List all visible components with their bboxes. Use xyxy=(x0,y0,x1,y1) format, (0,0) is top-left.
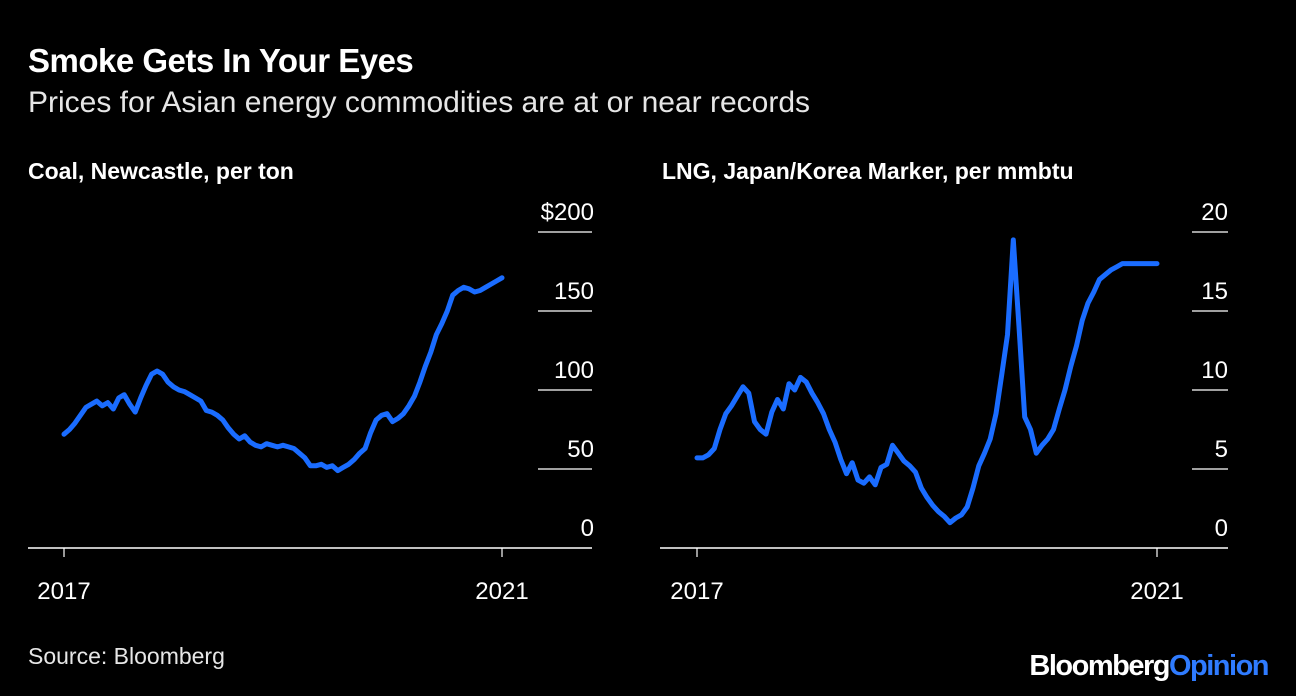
lng-panel-title: LNG, Japan/Korea Marker, per mmbtu xyxy=(662,158,1074,184)
chart-title: Smoke Gets In Your Eyes xyxy=(28,42,414,79)
coal-price-line xyxy=(61,275,505,474)
lng-y-tick-label: 5 xyxy=(1215,436,1228,463)
coal-x-tick-label: 2021 xyxy=(475,578,528,605)
coal-y-tick-label: 150 xyxy=(554,278,594,305)
lng-y-tick-label: 20 xyxy=(1201,199,1228,226)
chart-subtitle: Prices for Asian energy commodities are … xyxy=(28,86,811,119)
source-note: Source: Bloomberg xyxy=(28,643,225,669)
coal-y-tick-label: $200 xyxy=(541,199,594,226)
brand-logo: BloombergOpinion xyxy=(1029,650,1270,683)
lng-y-tick-label: 15 xyxy=(1201,278,1228,305)
brand-accent: Opinion xyxy=(1168,650,1270,682)
brand-main: Bloomberg xyxy=(1029,650,1170,682)
lng-y-tick-label: 0 xyxy=(1215,515,1228,542)
lng-y-tick-label: 10 xyxy=(1201,357,1228,384)
coal-y-tick-label: 0 xyxy=(581,515,594,542)
lng-x-tick-label: 2017 xyxy=(670,578,723,605)
coal-y-tick-label: 50 xyxy=(567,436,594,463)
coal-x-tick-label: 2017 xyxy=(37,578,90,605)
coal-y-tick-label: 100 xyxy=(554,357,594,384)
coal-panel-title: Coal, Newcastle, per ton xyxy=(28,158,294,184)
lng-price-line xyxy=(694,237,1160,526)
lng-x-tick-label: 2021 xyxy=(1130,578,1183,605)
